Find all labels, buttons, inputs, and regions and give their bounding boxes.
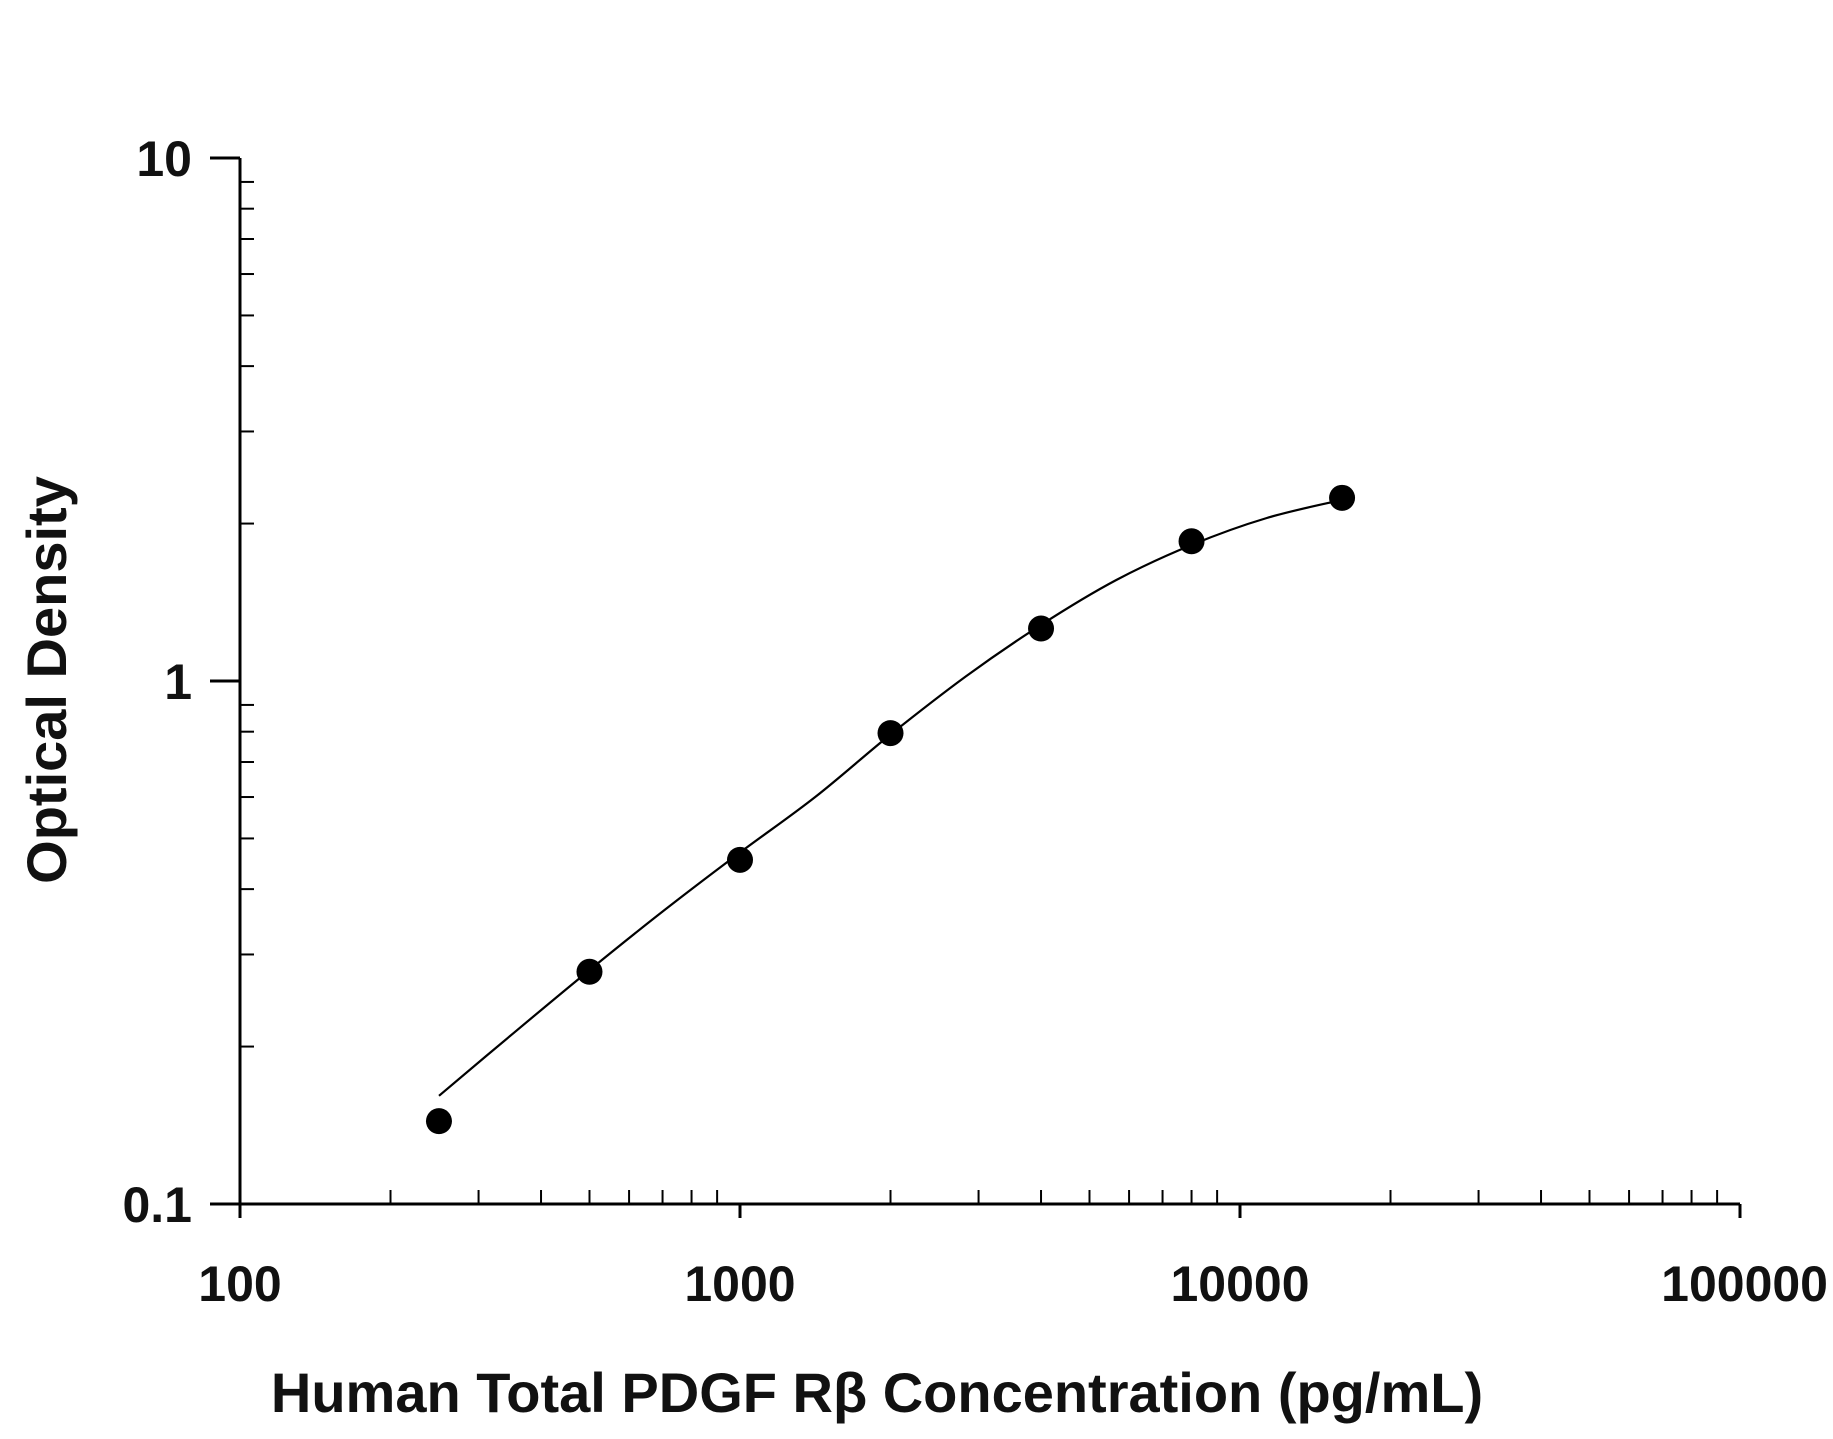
data-point	[727, 846, 753, 873]
y-tick-label: 0.1	[122, 1177, 192, 1233]
data-point	[1028, 615, 1055, 642]
y-tick-label: 10	[136, 131, 192, 187]
x-tick-label: 100000	[1661, 1256, 1828, 1312]
data-point	[877, 720, 904, 747]
y-tick-labels: 0.1 1 10	[122, 131, 192, 1233]
data-point	[1329, 484, 1356, 511]
x-tick-label: 1000	[684, 1256, 795, 1312]
x-tick-label: 10000	[1170, 1256, 1309, 1312]
axis-ticks	[210, 156, 1742, 1218]
axes	[210, 156, 1742, 1218]
data-point	[1178, 528, 1205, 555]
x-tick-label: 100	[198, 1256, 281, 1312]
x-axis-title: Human Total PDGF Rβ Concentration (pg/mL…	[271, 1361, 1483, 1424]
data-point	[425, 1108, 452, 1135]
fit-curve	[438, 498, 1343, 1097]
data-point	[576, 958, 603, 985]
x-tick-labels: 100 1000 10000 100000	[198, 1256, 1828, 1312]
y-axis-title: Optical Density	[15, 476, 78, 884]
data-points	[425, 484, 1356, 1135]
plot-area	[425, 484, 1356, 1135]
y-tick-label: 1	[164, 654, 192, 710]
